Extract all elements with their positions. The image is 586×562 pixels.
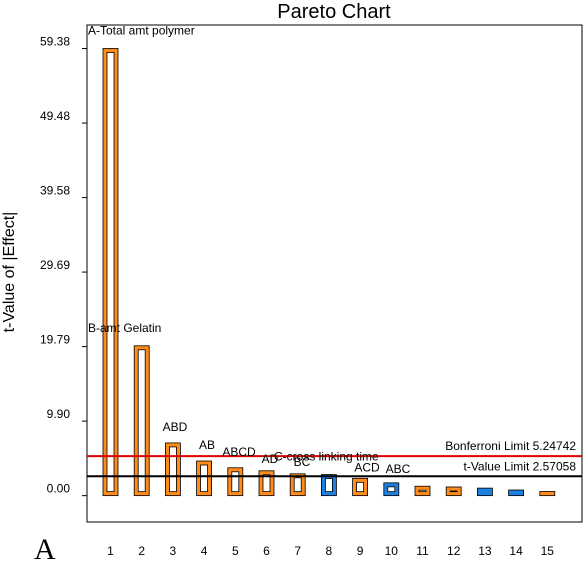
- y-tick-label: 39.58: [40, 184, 70, 198]
- x-tick-label: 14: [509, 544, 523, 558]
- y-tick-label: 29.69: [40, 258, 70, 272]
- bar-label: BC: [294, 455, 311, 469]
- bar-inner: [449, 490, 458, 493]
- x-tick-label: 3: [170, 544, 177, 558]
- limit-label: Bonferroni Limit 5.24742: [445, 439, 576, 453]
- bar-label: ABD: [163, 420, 188, 434]
- bar: [539, 491, 556, 497]
- bar-label: ABCD: [222, 445, 256, 459]
- y-tick-label: 19.79: [40, 333, 70, 347]
- bar: [476, 487, 493, 497]
- y-tick-label: 0.00: [47, 482, 71, 496]
- bar-inner: [293, 477, 302, 493]
- x-tick-label: 1: [107, 544, 114, 558]
- limit-lines: Bonferroni Limit 5.24742 t-Value Limit 2.…: [87, 439, 582, 478]
- limit-label: t-Value Limit 2.57058: [463, 459, 576, 473]
- bar-inner: [231, 471, 240, 493]
- bar-label: AD: [262, 452, 279, 466]
- bar-inner: [356, 481, 365, 493]
- x-tick-label: 13: [478, 544, 492, 558]
- x-tick-label: 4: [201, 544, 208, 558]
- x-tick-label: 12: [447, 544, 461, 558]
- x-tick-label: 2: [138, 544, 145, 558]
- x-tick-label: 9: [357, 544, 364, 558]
- y-tick-label: 49.48: [40, 109, 70, 123]
- bar-inner: [262, 474, 271, 493]
- bar-inner: [168, 446, 177, 493]
- y-axis-label: t-Value of |Effect|: [1, 212, 18, 333]
- y-tick-label: 9.90: [47, 407, 71, 421]
- bar-inner: [418, 489, 427, 493]
- x-axis: 1 2 3 4 5 6 7 8 9 10 11 12 13 14 15: [107, 544, 554, 558]
- x-tick-label: 15: [541, 544, 555, 558]
- x-tick-label: 5: [232, 544, 239, 558]
- x-tick-label: 6: [263, 544, 270, 558]
- y-tick-label: 59.38: [40, 34, 70, 48]
- bar-inner: [137, 349, 146, 493]
- chart-title: Pareto Chart: [277, 1, 391, 23]
- x-tick-label: 10: [385, 544, 399, 558]
- bar-inner: [106, 52, 115, 493]
- bar-inner: [200, 464, 209, 493]
- bar-inner: [324, 478, 333, 493]
- bar-label: B-amt Gelatin: [88, 321, 161, 335]
- bar-label: AB: [199, 438, 215, 452]
- x-tick-label: 8: [326, 544, 333, 558]
- bar-label: A-Total amt polymer: [88, 23, 195, 37]
- y-axis: 0.00 9.90 19.79 29.69 39.58 49.48 59.38: [40, 34, 87, 497]
- x-tick-label: 11: [416, 544, 429, 558]
- x-tick-label: 7: [294, 544, 301, 558]
- plot-frame: [86, 24, 583, 523]
- panel-label: A: [34, 533, 56, 562]
- bar-label: ACD: [354, 460, 380, 474]
- bar-labels: A-Total amt polymer B-amt Gelatin ABD AB ABC…: [88, 23, 411, 475]
- bar: [508, 489, 525, 497]
- bar-inner: [387, 486, 396, 493]
- bar-series: [102, 48, 556, 497]
- bar-label: C-cross linking time: [274, 450, 379, 464]
- bar-label: ABC: [386, 462, 411, 476]
